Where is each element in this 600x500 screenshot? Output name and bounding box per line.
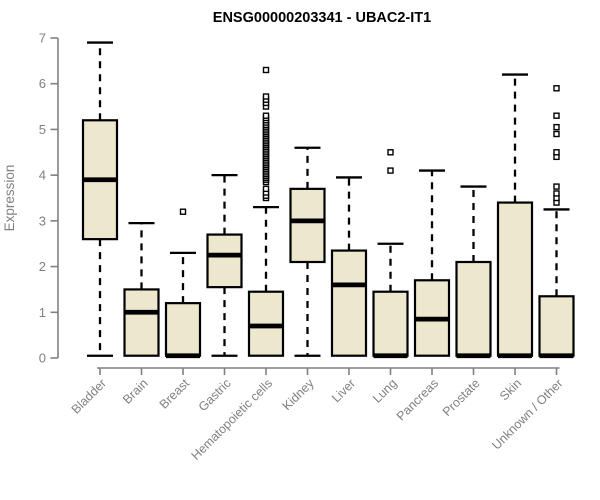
y-tick-label: 3 [39, 213, 46, 228]
box-prostate [455, 185, 492, 359]
y-tick-label: 6 [39, 76, 46, 91]
iqr-box [164, 302, 202, 357]
outlier-point [553, 183, 560, 190]
box-lung [372, 149, 409, 359]
x-tick-label-kidney: Kidney [280, 376, 317, 413]
x-tick-label-brain: Brain [120, 376, 151, 407]
box-gastric [206, 173, 243, 357]
x-tick-label-prostate: Prostate [440, 376, 483, 419]
box-kidney [289, 146, 326, 357]
iqr-box [372, 290, 409, 357]
box-pancreas [413, 169, 451, 357]
x-tick-label-breast: Breast [157, 376, 193, 412]
box-unknown-other [538, 85, 575, 359]
iqr-box [538, 295, 575, 357]
outlier-point [553, 149, 560, 156]
outlier-point [262, 93, 270, 100]
outlier-point [179, 208, 187, 215]
y-tick-label: 2 [39, 259, 46, 274]
y-tick-label: 4 [39, 168, 46, 183]
y-tick-label: 7 [39, 31, 46, 46]
iqr-box [123, 288, 160, 357]
iqr-box [496, 201, 534, 357]
outlier-point [262, 112, 270, 119]
x-tick-label-gastric: Gastric [196, 376, 234, 414]
x-tick-label-liver: Liver [329, 376, 358, 405]
outlier-point [387, 149, 394, 156]
y-axis-label: Expression [2, 165, 17, 232]
outlier-point [553, 123, 560, 131]
chart-title: ENSG00000203341 - UBAC2-IT1 [212, 10, 432, 26]
y-axis: 0 1 2 3 4 5 6 7 Expression [2, 31, 59, 366]
iqr-box [206, 233, 243, 289]
outlier-point [553, 112, 560, 119]
box-brain [123, 221, 160, 357]
box-bladder [81, 41, 119, 357]
y-tick-label: 1 [39, 305, 46, 320]
x-tick-label-skin: Skin [497, 376, 524, 403]
outlier-point [553, 190, 560, 197]
iqr-box [455, 260, 492, 357]
x-tick-label-pancreas: Pancreas [394, 376, 441, 423]
x-tick-label-unknown-other: Unknown / Other [489, 376, 565, 452]
x-tick-label-lung: Lung [370, 376, 400, 406]
box-breast [164, 208, 202, 359]
x-tick-label-bladder: Bladder [69, 376, 109, 416]
iqr-box [289, 187, 326, 264]
y-tick-label: 0 [39, 351, 46, 366]
y-tick-label: 5 [39, 122, 46, 137]
outlier-point [262, 66, 270, 74]
outlier-point [262, 185, 270, 193]
outlier-point [553, 85, 560, 92]
box-liver [330, 176, 368, 357]
iqr-box [330, 249, 368, 357]
x-tick-label-hematopoietic-cells: Hematopoietic cells [189, 376, 276, 463]
outlier-point [387, 167, 394, 174]
box-skin [496, 73, 534, 359]
outlier-point [553, 130, 560, 138]
box-hematopoietic-cells [247, 66, 285, 357]
